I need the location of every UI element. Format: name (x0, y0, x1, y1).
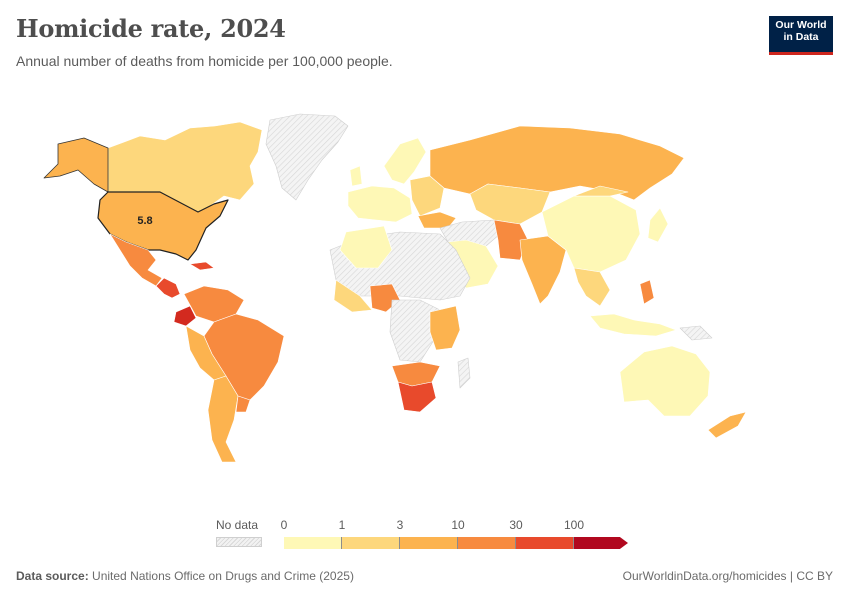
legend-no-data-label: No data (216, 518, 259, 532)
region-east-africa[interactable] (429, 305, 461, 351)
region-new-zealand[interactable] (707, 411, 747, 439)
region-alaska[interactable] (43, 137, 109, 193)
region-afghanistan-pakistan[interactable] (493, 219, 529, 261)
legend-bin-3[interactable] (458, 537, 516, 549)
region-japan[interactable] (647, 207, 669, 243)
legend-tick-0: 0 (280, 518, 288, 532)
region-australia[interactable] (619, 345, 711, 417)
region-northern-south-america[interactable] (183, 285, 245, 323)
chart-title: Homicide rate, 2024 (16, 14, 286, 43)
legend-bin-5[interactable] (574, 537, 628, 549)
region-mongolia[interactable] (573, 185, 629, 197)
source-url-link[interactable]: OurWorldinData.org/homicides (622, 569, 787, 583)
credit-separator: | (786, 569, 797, 583)
license-link[interactable]: CC BY (796, 569, 833, 583)
owid-logo[interactable]: Our World in Data (769, 16, 833, 55)
credit: OurWorldinData.org/homicides | CC BY (623, 569, 833, 583)
region-south-africa[interactable] (397, 381, 437, 413)
region-usa[interactable] (97, 191, 229, 261)
legend-bin-2[interactable] (400, 537, 458, 549)
region-central-africa-no-data[interactable] (389, 299, 441, 363)
legend-tick-3: 3 (396, 518, 404, 532)
region-madagascar-no-data[interactable] (457, 357, 471, 389)
legend-bin-0[interactable] (284, 537, 342, 549)
data-source: Data source: United Nations Office on Dr… (16, 569, 354, 583)
region-southern-cone[interactable] (207, 375, 239, 463)
region-russia[interactable] (429, 125, 685, 201)
region-mexico[interactable] (109, 233, 163, 287)
region-ecuador[interactable] (173, 305, 197, 327)
legend-no-data-swatch[interactable] (216, 537, 262, 547)
chart-subtitle: Annual number of deaths from homicide pe… (16, 53, 393, 69)
logo-line-2: in Data (783, 31, 819, 43)
region-indonesia[interactable] (589, 313, 677, 337)
source-label: Data source: (16, 569, 89, 583)
region-central-america[interactable] (155, 277, 181, 299)
region-png-no-data[interactable] (679, 325, 713, 341)
region-india[interactable] (519, 235, 567, 305)
region-greenland[interactable] (265, 113, 349, 201)
world-map: 5.8 (43, 113, 747, 463)
source-text[interactable]: United Nations Office on Drugs and Crime… (92, 569, 354, 583)
region-northwest-africa[interactable] (339, 225, 393, 269)
region-paraguay[interactable] (235, 395, 251, 413)
region-southeast-asia[interactable] (573, 267, 611, 307)
legend-tick-1: 1 (338, 518, 346, 532)
usa-value-label: 5.8 (137, 215, 152, 227)
region-western-europe[interactable] (347, 185, 413, 223)
legend-bin-1[interactable] (342, 537, 400, 549)
region-scandinavia[interactable] (383, 137, 427, 185)
color-legend: No data 0 1 3 10 30 100 (200, 515, 650, 555)
legend-tick-10: 10 (451, 518, 465, 532)
logo-line-1: Our World (775, 19, 827, 31)
legend-bin-4[interactable] (516, 537, 574, 549)
region-uk[interactable] (349, 165, 363, 187)
region-west-africa[interactable] (333, 279, 373, 313)
region-philippines[interactable] (639, 279, 655, 305)
legend-tick-100: 100 (563, 518, 585, 532)
region-turkey[interactable] (417, 211, 457, 229)
region-caribbean[interactable] (189, 261, 215, 271)
legend-tick-30: 30 (509, 518, 523, 532)
